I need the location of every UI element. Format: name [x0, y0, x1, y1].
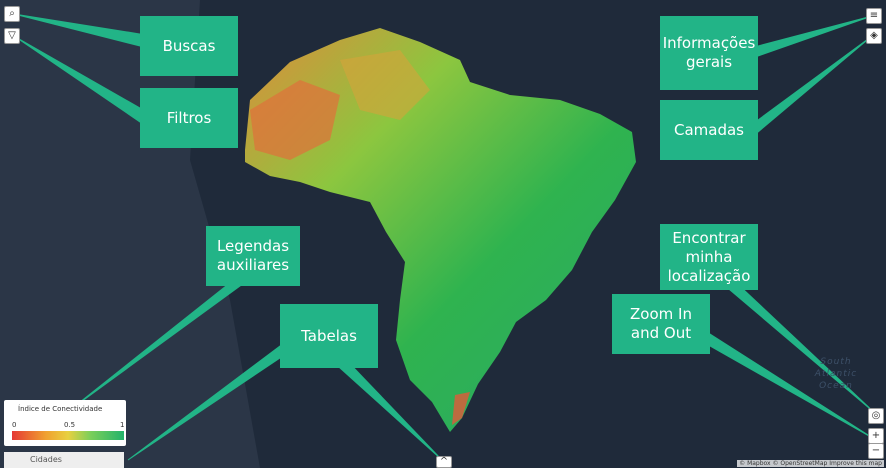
callout: Buscas: [140, 16, 238, 76]
callout: Zoom In and Out: [612, 294, 710, 354]
legend-gradient: [12, 431, 124, 440]
cities-tab[interactable]: Cidades: [30, 455, 62, 464]
continent: [0, 0, 260, 468]
search-button[interactable]: ⌕: [4, 6, 20, 22]
info-button[interactable]: ≡: [866, 8, 882, 24]
pointer: [757, 35, 873, 134]
attribution[interactable]: © Mapbox © OpenStreetMap Improve this ma…: [737, 460, 884, 467]
layers-button[interactable]: ◈: [866, 28, 882, 44]
zoom-in-button[interactable]: +: [868, 428, 884, 444]
callout-pointers: [13, 13, 877, 461]
brazil: [245, 28, 636, 432]
tables-toggle[interactable]: ^: [436, 456, 452, 468]
pointer: [709, 333, 877, 441]
region-low: [452, 392, 470, 425]
callout: Camadas: [660, 100, 758, 160]
filter-button[interactable]: ▽: [4, 28, 20, 44]
callout: Informações gerais: [660, 16, 758, 90]
zoom-out-button[interactable]: −: [868, 443, 884, 459]
region-low: [250, 80, 340, 160]
callout: Filtros: [140, 88, 238, 148]
legend-panel: Índice de Conectividade 0 0.5 1: [4, 400, 126, 446]
pointer: [69, 285, 242, 411]
callout: Encontrar minha localização: [660, 224, 758, 290]
pointer: [728, 289, 877, 415]
ocean-label: South Atlantic Ocean: [814, 357, 858, 391]
locate-button[interactable]: ◎: [868, 408, 884, 424]
pointer: [757, 15, 873, 57]
callout: Tabelas: [280, 304, 378, 368]
bottom-toolbar: Cidades: [4, 452, 124, 468]
region-mid: [340, 50, 430, 120]
legend-tick: 0.5: [64, 421, 76, 429]
pointer: [338, 367, 443, 461]
legend-tick: 1: [120, 421, 125, 429]
callout: Legendas auxiliares: [206, 226, 300, 286]
legend-title: Índice de Conectividade: [18, 405, 103, 413]
legend-tick: 0: [12, 421, 17, 429]
